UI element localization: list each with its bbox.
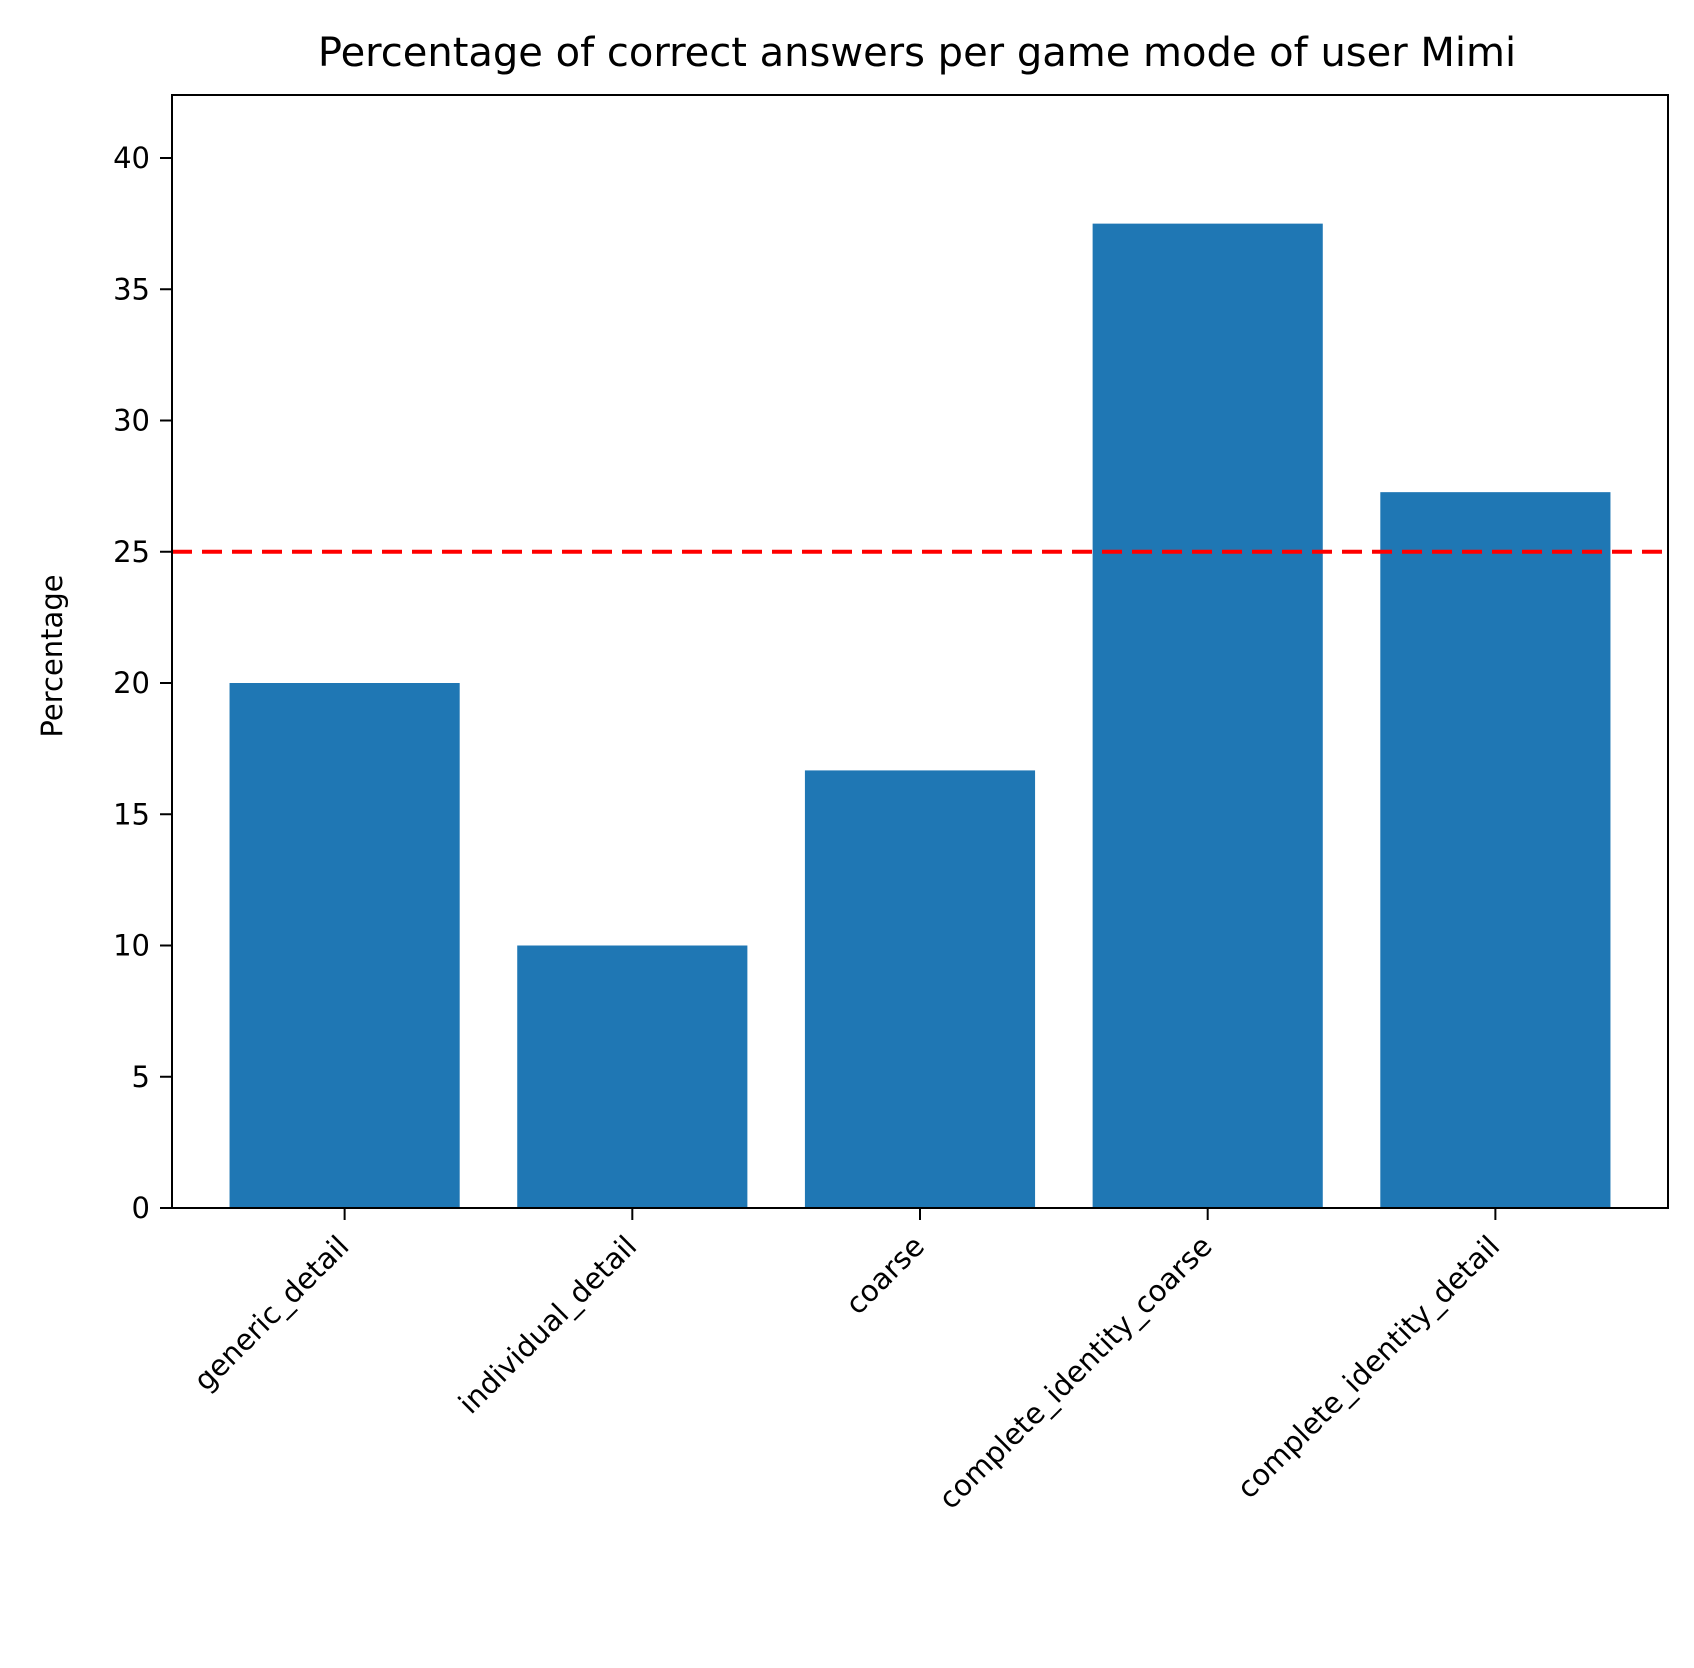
bar-generic_detail (229, 683, 460, 1208)
y-tick-label: 0 (132, 1191, 150, 1225)
y-tick-label: 5 (132, 1060, 150, 1094)
bar-coarse (804, 770, 1036, 1208)
bar-complete_identity_coarse (1092, 223, 1323, 1209)
y-tick-label: 20 (113, 666, 150, 700)
y-ticks-layer: 0 5 10 15 20 25 30 35 40 (113, 141, 172, 1225)
y-tick-label: 10 (113, 929, 150, 963)
bar-individual_detail (517, 945, 748, 1208)
y-tick-label: 35 (113, 272, 150, 306)
bars-layer (229, 223, 1611, 1209)
y-axis-label: Percentage (35, 574, 69, 737)
chart-title: Percentage of correct answers per game m… (318, 30, 1516, 76)
y-tick-label: 30 (113, 404, 150, 438)
y-tick-label: 15 (113, 797, 150, 831)
y-tick-label: 40 (113, 141, 150, 175)
bar-complete_identity_detail (1380, 492, 1611, 1208)
y-tick-label: 25 (113, 535, 150, 569)
